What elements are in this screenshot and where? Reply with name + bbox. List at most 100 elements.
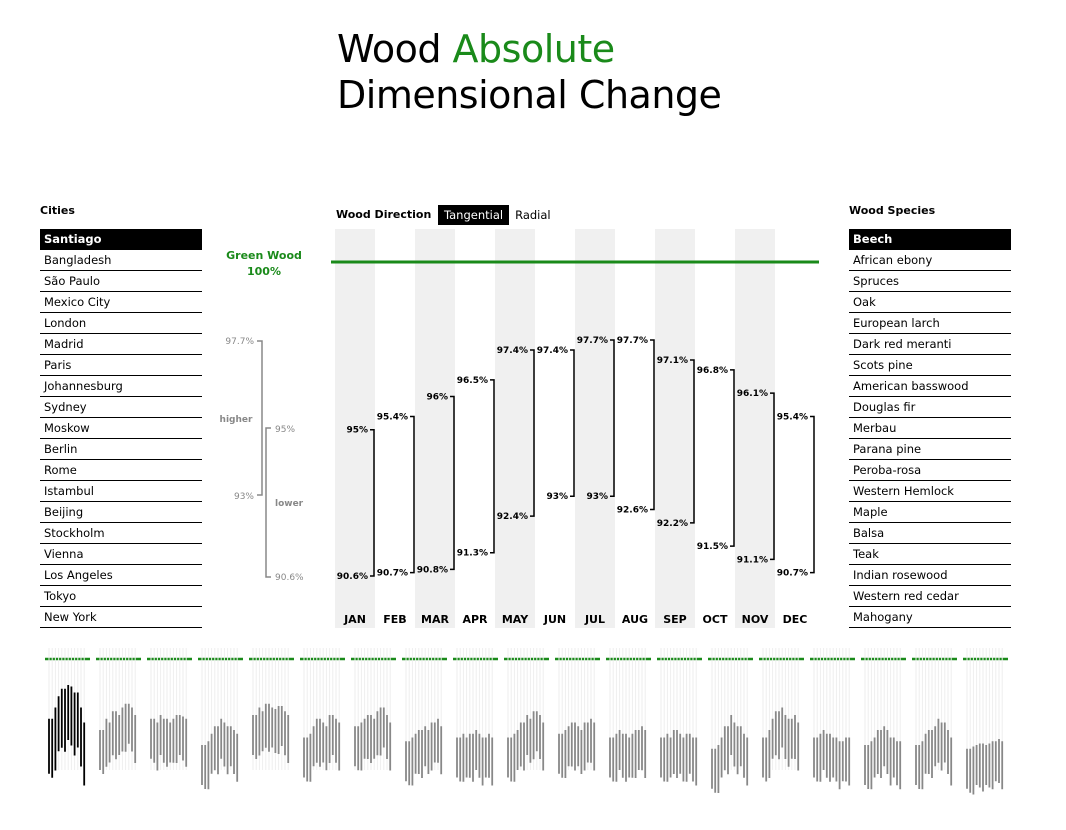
high-value-label: 95.4% [777,412,808,422]
range-bar [810,415,815,574]
wood-direction-tabs: Tangential Radial [438,205,557,225]
city-item[interactable]: Moskow [40,418,202,439]
species-item[interactable]: Douglas fir [849,397,1011,418]
city-thumbnail[interactable] [606,648,651,782]
city-thumbnail[interactable] [759,648,804,782]
city-thumbnail[interactable] [657,648,702,786]
city-item[interactable]: Berlin [40,439,202,460]
range-legend: 97.7% 93% higher 95% lower 90.6% [220,337,304,583]
city-thumbnail[interactable] [300,648,345,782]
high-value-label: 97.1% [657,356,688,366]
tab-tangential[interactable]: Tangential [438,205,510,225]
city-item[interactable]: Istambul [40,481,202,502]
species-item[interactable]: Parana pine [849,439,1011,460]
species-item[interactable]: Balsa [849,523,1011,544]
species-item[interactable]: European larch [849,313,1011,334]
low-value-label: 93% [586,492,608,502]
legend-max-label: 97.7% [225,337,254,347]
high-value-label: 97.4% [497,346,528,356]
city-thumbnail[interactable] [402,648,447,786]
city-thumbnail[interactable] [198,648,243,790]
species-item[interactable]: Mahogany [849,607,1011,628]
range-bar [450,395,455,571]
month-label: MAR [421,613,449,626]
low-value-label: 92.2% [657,519,688,529]
low-value-label: 90.7% [777,569,808,579]
city-item[interactable]: Santiago [40,229,202,250]
month-band [495,229,535,628]
city-thumbnail[interactable] [555,648,600,778]
species-header: Wood Species [849,204,936,217]
species-item[interactable]: African ebony [849,250,1011,271]
month-label: FEB [383,613,406,626]
range-bar [730,369,735,547]
city-item[interactable]: Mexico City [40,292,202,313]
city-item[interactable]: Beijing [40,502,202,523]
month-band [575,229,615,628]
species-item[interactable]: Scots pine [849,355,1011,376]
range-bar [490,379,495,554]
month-band [655,229,695,628]
tab-radial[interactable]: Radial [515,208,551,222]
city-thumbnail[interactable] [147,648,192,771]
range-bar [690,359,695,524]
high-value-label: 95% [346,426,368,436]
city-item[interactable]: Bangladesh [40,250,202,271]
city-item[interactable]: Tokyo [40,586,202,607]
legend-lower-label: lower [275,499,304,509]
city-thumbnail[interactable] [249,648,294,770]
city-item[interactable]: Johannesburg [40,376,202,397]
city-item[interactable]: Vienna [40,544,202,565]
month-band [415,229,455,628]
species-item[interactable]: American basswood [849,376,1011,397]
city-item[interactable]: Paris [40,355,202,376]
city-thumbnail[interactable] [963,648,1008,795]
legend-min-label: 93% [234,492,254,502]
month-label: SEP [663,613,687,626]
title-line2: Dimensional Change [337,73,722,117]
city-item[interactable]: São Paulo [40,271,202,292]
species-item[interactable]: Peroba-rosa [849,460,1011,481]
city-item[interactable]: Stockholm [40,523,202,544]
city-thumbnail[interactable] [912,648,957,790]
species-item[interactable]: Western Hemlock [849,481,1011,502]
species-item[interactable]: Oak [849,292,1011,313]
species-item[interactable]: Teak [849,544,1011,565]
city-thumbnail[interactable] [861,648,906,790]
month-label: NOV [742,613,769,626]
city-item[interactable]: Los Angeles [40,565,202,586]
legend-high-bracket [257,340,263,496]
city-item[interactable]: Sydney [40,397,202,418]
city-thumbnail[interactable] [453,648,498,786]
title-part1: Wood [337,27,453,71]
city-thumbnail[interactable] [810,648,855,790]
city-thumbnail[interactable] [708,648,753,793]
species-item[interactable]: Merbau [849,418,1011,439]
city-thumbnail[interactable] [96,648,141,774]
green-wood-line1: Green Wood [226,249,302,262]
city-thumbnail[interactable] [45,648,90,786]
low-value-label: 90.7% [377,569,408,579]
species-item[interactable]: Spruces [849,271,1011,292]
species-list: Beech African ebony Spruces Oak European lar… [849,229,1011,628]
city-item[interactable]: Rome [40,460,202,481]
species-item[interactable]: Western red cedar [849,586,1011,607]
city-item[interactable]: New York [40,607,202,628]
species-item[interactable]: Indian rosewood [849,565,1011,586]
city-thumbnail[interactable] [351,648,396,771]
low-value-label: 91.5% [697,542,728,552]
species-item[interactable]: Beech [849,229,1011,250]
city-thumbnail[interactable] [504,648,549,782]
legend-low-bracket [265,427,271,578]
low-value-label: 90.6% [337,572,368,582]
species-item[interactable]: Dark red meranti [849,334,1011,355]
low-value-label: 91.3% [457,549,488,559]
cities-list: Santiago Bangladesh São Paulo Mexico City Lo… [40,229,202,628]
city-item[interactable]: London [40,313,202,334]
month-band [335,229,375,628]
low-value-label: 92.6% [617,506,648,516]
city-item[interactable]: Madrid [40,334,202,355]
high-value-label: 96.5% [457,376,488,386]
range-bar [650,339,655,511]
species-item[interactable]: Maple [849,502,1011,523]
